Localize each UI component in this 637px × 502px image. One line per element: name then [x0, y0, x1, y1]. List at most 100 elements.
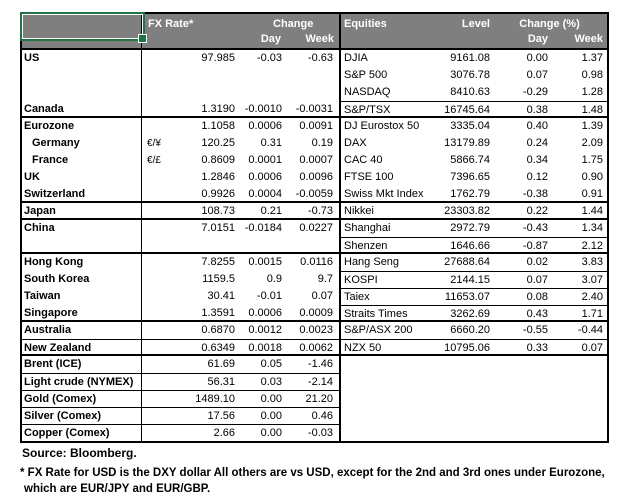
level-cell[interactable]: 1762.79	[450, 188, 490, 200]
day-change-pct-cell[interactable]: -0.87	[522, 240, 548, 252]
fx-rate-cell[interactable]: 1489.10	[195, 393, 235, 405]
index-name-cell[interactable]: DJIA	[344, 52, 368, 64]
level-cell[interactable]: 3076.78	[450, 69, 490, 81]
equity-row-blank[interactable]	[341, 390, 607, 407]
equity-row-straits-times[interactable]: Straits Times 3262.69 0.43 1.71	[341, 305, 607, 322]
week-change-pct-cell[interactable]	[550, 424, 607, 441]
level-cell[interactable]: 1646.66	[450, 240, 490, 252]
week-change-cell[interactable]: 0.0091	[299, 120, 333, 132]
currency-pair-cell[interactable]	[142, 101, 166, 116]
country-cell[interactable]: Singapore	[22, 305, 142, 320]
week-header[interactable]: Week	[305, 33, 334, 45]
level-cell[interactable]: 5866.74	[450, 154, 490, 166]
day-change-cell[interactable]: -0.0010	[244, 103, 282, 115]
fx-rate-cell[interactable]: 108.73	[201, 205, 235, 217]
day-change-pct-cell[interactable]: 0.07	[526, 69, 548, 81]
change-header[interactable]: Change	[273, 18, 314, 30]
week-change-pct-cell[interactable]: 3.83	[581, 256, 603, 268]
day-change-pct-cell[interactable]: 0.24	[526, 137, 548, 149]
day-change-pct-cell[interactable]: 0.02	[526, 256, 548, 268]
index-name-cell[interactable]: NZX 50	[344, 342, 382, 354]
week-change-cell[interactable]: 0.0009	[299, 307, 333, 319]
country-cell[interactable]	[22, 84, 142, 101]
day-change-pct-cell[interactable]	[492, 390, 550, 407]
index-name-cell[interactable]: S&P/TSX	[344, 104, 391, 116]
country-cell[interactable]	[22, 67, 142, 84]
week-change-cell[interactable]: 0.0096	[299, 171, 333, 183]
fx-row-france[interactable]: France €/£ 0.8609 0.0001 0.0007	[22, 152, 339, 169]
currency-pair-cell[interactable]	[142, 186, 166, 201]
fx-rate-cell[interactable]: 1.2846	[201, 171, 235, 183]
equity-row-cac-40[interactable]: CAC 40 5866.74 0.34 1.75	[341, 152, 607, 169]
currency-pair-cell[interactable]	[142, 374, 166, 390]
level-cell[interactable]	[430, 390, 492, 407]
day-change-pct-cell[interactable]	[492, 424, 550, 441]
currency-pair-cell[interactable]	[142, 408, 166, 424]
index-name-cell[interactable]: Swiss Mkt Index	[344, 188, 424, 200]
equity-row-taiex[interactable]: Taiex 11653.07 0.08 2.40	[341, 288, 607, 305]
day-change-cell[interactable]: 0.0006	[248, 307, 282, 319]
fx-row-germany[interactable]: Germany €/¥ 120.25 0.31 0.19	[22, 135, 339, 152]
selected-cell[interactable]	[20, 12, 147, 48]
equity-row-nasdaq[interactable]: NASDAQ 8410.63 -0.29 1.28	[341, 84, 607, 101]
level-cell[interactable]: 3262.69	[450, 308, 490, 320]
day-change-pct-cell[interactable]: 0.12	[526, 171, 548, 183]
equity-row-s-p-500[interactable]: S&P 500 3076.78 0.07 0.98	[341, 67, 607, 84]
level-cell[interactable]: 2972.79	[450, 222, 490, 234]
currency-pair-cell[interactable]: €/£	[147, 155, 161, 166]
index-name-cell[interactable]: KOSPI	[344, 274, 378, 286]
day-change-pct-cell[interactable]: 0.43	[526, 308, 548, 320]
day-change-pct-cell[interactable]: 0.33	[526, 342, 548, 354]
currency-pair-cell[interactable]	[142, 322, 166, 339]
fx-rate-cell[interactable]: 7.8255	[201, 256, 235, 268]
country-cell[interactable]: Light crude (NYMEX)	[22, 374, 142, 390]
fx-row-eurozone[interactable]: Eurozone 1.1058 0.0006 0.0091	[22, 118, 339, 135]
week-change-cell[interactable]: -0.73	[307, 205, 333, 217]
level-cell[interactable]: 6660.20	[450, 324, 490, 336]
day-change-cell[interactable]: 0.0015	[248, 256, 282, 268]
index-name-cell[interactable]: Taiex	[344, 291, 370, 303]
equity-row-djia[interactable]: DJIA 9161.08 0.00 1.37	[341, 50, 607, 67]
day-change-cell[interactable]: 0.00	[260, 427, 282, 439]
week-change-pct-cell[interactable]: 0.91	[581, 188, 603, 200]
fx-rate-cell[interactable]: 120.25	[201, 137, 235, 149]
week-change-pct-cell[interactable]: 1.34	[581, 222, 603, 234]
fx-rate-cell[interactable]: 0.8609	[201, 154, 235, 166]
fx-rate-cell[interactable]: 61.69	[207, 358, 235, 370]
week-change-cell[interactable]	[289, 84, 338, 101]
currency-pair-cell[interactable]	[142, 169, 166, 186]
day-change-cell[interactable]	[239, 84, 289, 101]
index-name-cell[interactable]: Hang Seng	[344, 256, 400, 268]
change-pct-header[interactable]: Change (%)	[519, 18, 580, 30]
fx-rate-cell[interactable]	[166, 237, 239, 252]
day-change-pct-cell[interactable]	[492, 407, 550, 424]
day-change-cell[interactable]: 0.0012	[248, 324, 282, 336]
index-name-cell[interactable]: DAX	[344, 137, 367, 149]
level-cell[interactable]: 8410.63	[450, 86, 490, 98]
selection-border[interactable]	[20, 12, 147, 43]
fx-rate-cell[interactable]: 56.31	[207, 376, 235, 388]
index-name-cell[interactable]: DJ Eurostox 50	[344, 120, 420, 132]
day-change-pct-cell[interactable]: 0.22	[526, 205, 548, 217]
currency-pair-cell[interactable]	[142, 237, 166, 252]
currency-pair-cell[interactable]	[142, 84, 166, 101]
equity-row-dj-eurostox-50[interactable]: DJ Eurostox 50 3335.04 0.40 1.39	[341, 118, 607, 135]
fx-row-brent-ice[interactable]: Brent (ICE) 61.69 0.05 -1.46	[22, 356, 339, 373]
fx-row-switzerland[interactable]: Switzerland 0.9926 0.0004 -0.0059	[22, 186, 339, 203]
week-change-cell[interactable]: 21.20	[305, 393, 333, 405]
equity-row-blank[interactable]	[341, 424, 607, 441]
fx-rate-cell[interactable]: 0.6870	[201, 324, 235, 336]
fx-rate-cell[interactable]	[166, 67, 239, 84]
currency-pair-cell[interactable]	[142, 305, 166, 320]
index-name-cell[interactable]: Straits Times	[344, 308, 408, 320]
week-change-pct-cell[interactable]: 0.98	[581, 69, 603, 81]
country-cell[interactable]: Gold (Comex)	[22, 391, 142, 407]
day-change-cell[interactable]: 0.0006	[248, 120, 282, 132]
day-change-pct-cell[interactable]: 0.00	[526, 52, 548, 64]
level-cell[interactable]	[430, 356, 492, 373]
week-header[interactable]: Week	[574, 33, 603, 45]
fx-rate-cell[interactable]: 1159.5	[202, 273, 235, 285]
week-change-pct-cell[interactable]: 3.07	[581, 274, 603, 286]
level-cell[interactable]: 7396.65	[450, 171, 490, 183]
equity-row-blank[interactable]	[341, 407, 607, 424]
